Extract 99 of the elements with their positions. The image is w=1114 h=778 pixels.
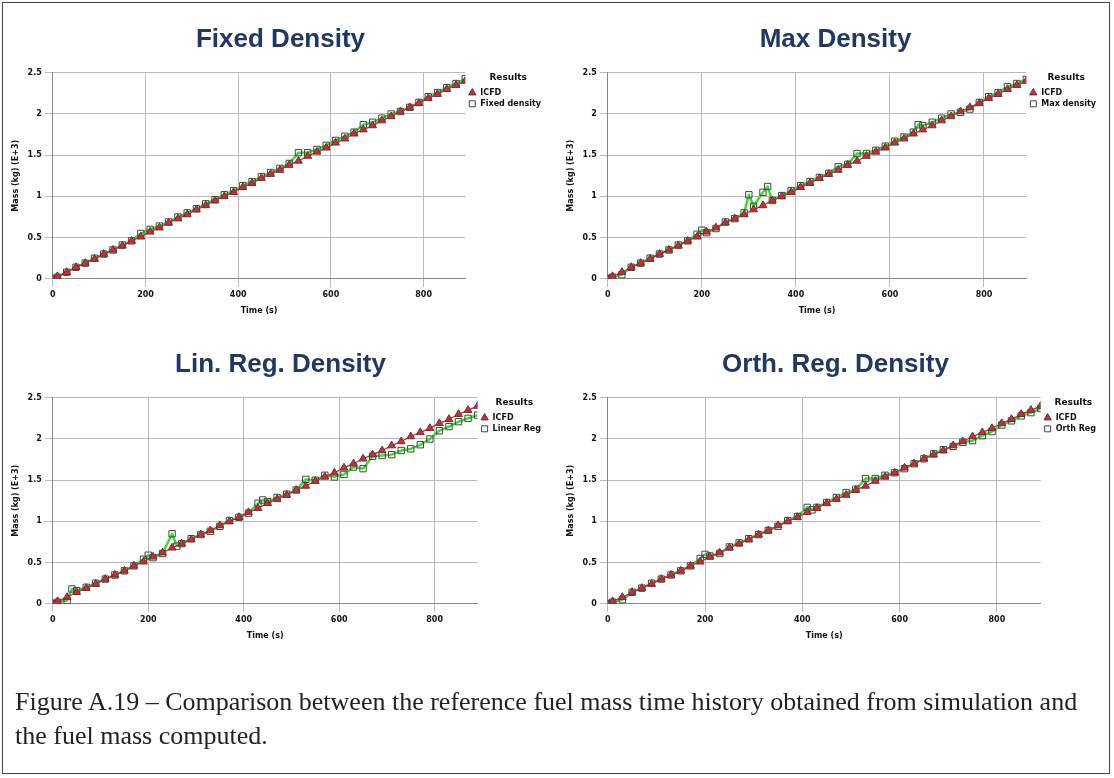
x-axis-title: Time (s) (805, 631, 843, 641)
x-tick-label: 200 (137, 289, 155, 299)
chart-title: Fixed Density (194, 23, 367, 54)
point (435, 418, 444, 427)
y-tick-label: 0.5 (582, 232, 598, 242)
x-tick-label: 600 (891, 614, 909, 624)
x-tick-label: 200 (696, 614, 714, 624)
point (758, 200, 768, 209)
y-tick-label: 1.5 (582, 475, 598, 485)
point (358, 453, 368, 462)
point (301, 480, 311, 489)
text: Figure A.19 – Comparison between the reference fuel mass time history obtained from simulation and the fuel mass computed. (15, 686, 1079, 752)
y-axis-title: Mass (kg) (E+3) (565, 139, 575, 212)
x-tick-label: 800 (988, 614, 1006, 624)
x-tick-label: 800 (975, 289, 993, 299)
legend-label: ICFD (480, 87, 502, 97)
y-tick-label: 1.5 (27, 150, 43, 160)
point (294, 155, 303, 164)
x-tick-label: 800 (415, 289, 433, 299)
point (463, 405, 473, 413)
x-tick-label: 400 (787, 289, 805, 299)
y-tick-label: 2 (36, 434, 42, 444)
y-tick-label: 0 (36, 598, 43, 608)
legend-label: ICFD (1055, 412, 1077, 422)
y-tick-label: 0.5 (27, 232, 43, 242)
y-tick-label: 1.5 (582, 150, 598, 160)
point (454, 409, 463, 418)
point (1026, 405, 1036, 413)
x-tick-label: 0 (49, 614, 56, 624)
y-tick-label: 2 (36, 109, 42, 119)
point (444, 414, 454, 422)
y-tick-label: 1 (36, 516, 43, 526)
y-tick-label: 2 (591, 109, 597, 119)
y-axis-title: Mass (kg) (E+3) (565, 464, 575, 537)
y-tick-label: 0 (36, 273, 43, 283)
x-tick-label: 0 (49, 289, 56, 299)
x-axis-title: Time (s) (798, 306, 836, 316)
point (358, 124, 368, 133)
point (861, 480, 870, 489)
y-tick-label: 1 (591, 516, 598, 526)
y-tick-label: 1 (36, 191, 43, 201)
point (425, 423, 435, 432)
point (977, 427, 987, 436)
legend-title: Results (489, 71, 527, 82)
y-tick-label: 0 (591, 598, 598, 608)
chart-title: Orth. Reg. Density (721, 348, 950, 379)
y-tick-label: 2.5 (27, 392, 43, 402)
y-tick-label: 1.5 (27, 475, 43, 485)
point (415, 427, 425, 436)
point (330, 467, 339, 476)
y-tick-label: 2.5 (27, 67, 43, 77)
legend-title: Results (1054, 396, 1093, 407)
y-tick-label: 0.5 (582, 557, 598, 567)
y-axis-title: Mass (kg) (E+3) (10, 464, 20, 537)
x-axis-title: Time (s) (246, 631, 284, 641)
x-tick-label: 800 (426, 614, 444, 624)
x-tick-label: 600 (330, 614, 348, 624)
y-tick-label: 2.5 (582, 67, 598, 77)
legend-label: ICFD (492, 412, 514, 422)
point (377, 445, 387, 454)
point (802, 507, 812, 516)
point (617, 592, 627, 600)
y-tick-label: 2 (591, 434, 597, 444)
x-tick-label: 400 (229, 289, 247, 299)
x-tick-label: 200 (139, 614, 158, 624)
legend-label: ICFD (1041, 87, 1063, 97)
y-tick-label: 0 (591, 273, 598, 283)
legend-label: Linear Reg (492, 423, 542, 433)
x-tick-label: 600 (322, 289, 340, 299)
x-tick-label: 0 (604, 614, 611, 624)
point (387, 440, 397, 449)
point (406, 431, 416, 440)
point (396, 436, 406, 445)
legend-label: Orth Reg (1055, 423, 1097, 433)
legend-label: Fixed density (480, 98, 542, 108)
y-tick-label: 2.5 (582, 392, 598, 402)
chart-title: Lin. Reg. Density (174, 348, 387, 379)
point (349, 458, 358, 467)
point (852, 155, 862, 164)
x-tick-label: 400 (235, 614, 253, 624)
y-tick-label: 1 (591, 191, 598, 201)
x-tick-label: 600 (881, 289, 899, 299)
legend-title: Results (495, 396, 534, 407)
x-tick-label: 400 (793, 614, 812, 624)
y-tick-label: 0.5 (27, 557, 43, 567)
x-axis-title: Time (s) (240, 306, 278, 316)
chart-title: Max Density (758, 23, 913, 54)
legend-label: Max density (1041, 98, 1097, 108)
point (253, 503, 263, 511)
point (617, 267, 627, 275)
point (339, 462, 349, 471)
point (987, 423, 997, 432)
legend-title: Results (1047, 71, 1085, 82)
x-tick-label: 200 (693, 289, 711, 299)
point (62, 592, 72, 600)
point (167, 542, 177, 551)
point (968, 431, 977, 440)
x-tick-label: 0 (604, 289, 611, 299)
y-axis-title: Mass (kg) (E+3) (10, 139, 20, 212)
